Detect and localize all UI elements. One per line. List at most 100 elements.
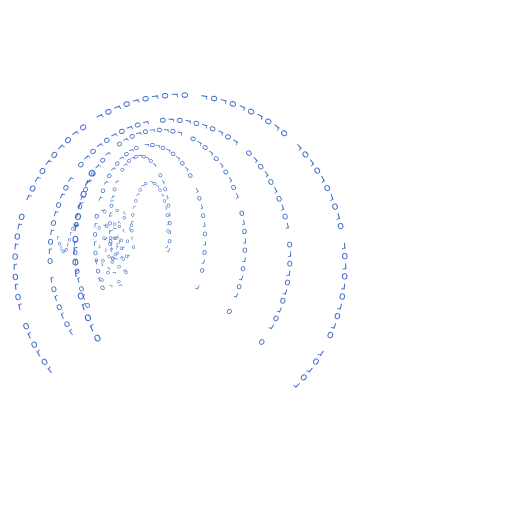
- glyph-mark: o: [108, 201, 115, 210]
- glyph-mark: r: [33, 346, 44, 360]
- glyph-mark: o: [132, 244, 136, 251]
- glyph-mark: r: [102, 150, 112, 159]
- glyph-mark: o: [200, 211, 207, 221]
- glyph-mark: o: [139, 94, 153, 104]
- glyph-mark: r: [73, 239, 77, 249]
- glyph-mark: r: [150, 162, 158, 168]
- glyph-mark: r: [87, 320, 98, 335]
- glyph-mark: r: [52, 208, 60, 220]
- glyph-mark: o: [49, 217, 58, 229]
- glyph-mark: r: [193, 139, 204, 147]
- glyph-mark: o: [119, 237, 125, 245]
- glyph-mark: r: [116, 242, 119, 249]
- glyph-mark: r: [174, 130, 185, 136]
- glyph-mark: o: [156, 187, 164, 194]
- glyph-mark: r: [182, 119, 194, 126]
- glyph-mark: o: [75, 159, 87, 171]
- glyph-mark: r: [43, 156, 55, 169]
- glyph-mark: o: [111, 222, 118, 226]
- glyph-mark: r: [238, 272, 245, 283]
- glyph-mark: o: [128, 221, 135, 229]
- glyph-mark: o: [278, 294, 287, 306]
- glyph-mark: r: [198, 122, 210, 130]
- glyph-mark: o: [130, 227, 134, 234]
- glyph-mark: r: [48, 246, 53, 257]
- glyph-mark: o: [112, 159, 122, 168]
- glyph-mark: r: [66, 174, 76, 186]
- glyph-mark: r: [193, 282, 201, 292]
- glyph-mark: o: [274, 192, 284, 205]
- glyph-mark: o: [115, 264, 123, 270]
- glyph-mark: r: [25, 328, 35, 342]
- glyph-mark: r: [336, 300, 344, 314]
- glyph-mark: r: [168, 228, 171, 236]
- glyph-mark: r: [304, 363, 316, 376]
- glyph-mark: o: [122, 269, 130, 277]
- glyph-mark: r: [79, 299, 88, 314]
- glyph-mark: r: [128, 225, 134, 233]
- glyph-mark: o: [76, 201, 85, 212]
- glyph-mark: o: [207, 94, 221, 104]
- glyph-mark: r: [109, 240, 113, 247]
- glyph-mark: r: [16, 219, 24, 233]
- glyph-mark: r: [159, 192, 166, 199]
- glyph-mark: o: [199, 142, 211, 152]
- glyph-mark: r: [44, 363, 56, 376]
- glyph-mark: r: [49, 274, 56, 286]
- glyph-mark: o: [244, 106, 259, 118]
- glyph-mark: o: [132, 144, 142, 151]
- glyph-mark: r: [164, 243, 169, 251]
- glyph-mark: o: [92, 248, 98, 258]
- glyph-mark: o: [167, 219, 172, 227]
- glyph-mark: r: [73, 257, 78, 267]
- glyph-mark: r: [217, 97, 231, 105]
- glyph-mark: r: [13, 239, 19, 252]
- glyph-mark: r: [236, 103, 250, 113]
- glyph-mark: r: [121, 162, 129, 168]
- glyph-mark: r: [121, 245, 125, 252]
- glyph-mark: r: [108, 228, 111, 236]
- glyph-mark: o: [132, 154, 140, 159]
- glyph-mark: o: [13, 229, 22, 243]
- glyph-mark: r: [63, 248, 66, 255]
- glyph-mark: r: [153, 184, 161, 190]
- glyph-mark: o: [161, 185, 169, 194]
- glyph-mark: r: [59, 310, 68, 322]
- glyph-mark: o: [107, 240, 112, 247]
- glyph-mark: r: [109, 198, 116, 202]
- glyph-mark: r: [198, 94, 212, 101]
- glyph-mark: o: [108, 219, 113, 227]
- glyph-mark: o: [108, 259, 116, 265]
- glyph-mark: o: [201, 248, 207, 258]
- glyph-mark: o: [13, 289, 22, 303]
- glyph-mark: o: [336, 220, 346, 234]
- glyph-mark: r: [109, 255, 117, 261]
- glyph-mark: o: [226, 99, 241, 110]
- glyph-mark: r: [270, 184, 280, 196]
- glyph-mark: r: [315, 346, 326, 360]
- glyph-mark: o: [187, 134, 199, 143]
- glyph-mark: r: [118, 238, 123, 246]
- glyph-mark: o: [103, 222, 111, 230]
- glyph-mark: o: [142, 181, 150, 187]
- glyph-mark: o: [124, 253, 130, 261]
- glyph-mark: o: [125, 238, 130, 245]
- glyph-mark: o: [114, 208, 122, 213]
- glyph-mark: o: [71, 231, 79, 245]
- glyph-mark: o: [113, 250, 121, 257]
- glyph-mark: o: [324, 328, 336, 343]
- glyph-mark: r: [57, 235, 60, 242]
- glyph-mark: o: [341, 250, 349, 263]
- glyph-mark: o: [202, 230, 208, 239]
- glyph-mark: r: [97, 274, 104, 284]
- glyph-mark: r: [13, 280, 20, 294]
- glyph-mark: r: [67, 242, 70, 249]
- glyph-mark: r: [93, 239, 97, 248]
- glyph-mark: r: [102, 221, 109, 228]
- glyph-mark: r: [108, 227, 116, 233]
- glyph-mark: r: [140, 120, 152, 127]
- glyph-mark: r: [193, 186, 201, 196]
- glyph-mark: r: [143, 156, 151, 161]
- glyph-mark: r: [159, 178, 166, 186]
- glyph-mark: r: [24, 190, 34, 204]
